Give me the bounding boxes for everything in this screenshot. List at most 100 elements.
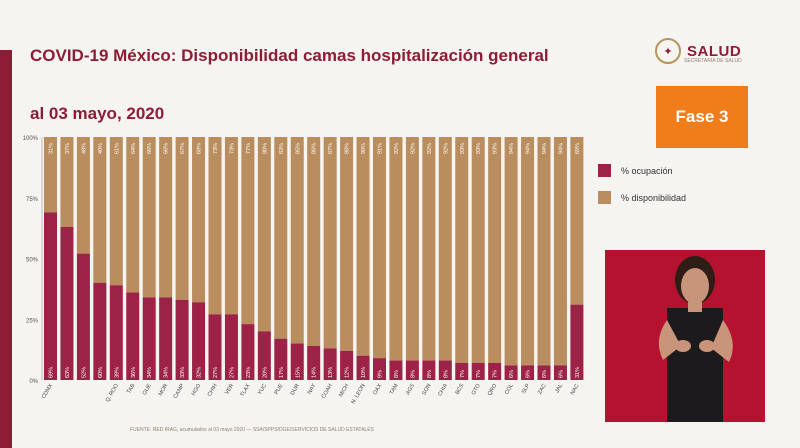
y-tick-label: 50% (26, 258, 39, 264)
bar-disponibilidad (60, 137, 74, 227)
data-label-ocupacion: 6% (526, 370, 532, 378)
bar-ocupacion (274, 338, 288, 380)
data-label-ocupacion: 32% (197, 367, 203, 378)
x-tick-label: GUE (142, 383, 153, 397)
data-label-disponibilidad: 94% (542, 143, 548, 154)
bar-disponibilidad (159, 137, 173, 298)
page-date: al 03 mayo, 2020 (30, 104, 165, 123)
x-tick-label: NAC (570, 383, 581, 396)
data-label-disponibilidad: 73% (229, 143, 235, 154)
data-label-ocupacion: 10% (361, 367, 367, 378)
x-tick-label: COL (504, 383, 515, 396)
chart-legend: % ocupación % disponibilidad (598, 164, 686, 218)
bar-disponibilidad (537, 137, 551, 366)
y-tick-label: 0% (29, 379, 38, 385)
logo-text: SALUD (687, 42, 742, 60)
bar-ocupacion (208, 314, 222, 380)
data-label-ocupacion: 7% (460, 370, 466, 378)
data-label-ocupacion: 8% (443, 370, 449, 378)
bar-ocupacion (373, 358, 386, 380)
bar-disponibilidad (307, 137, 321, 346)
x-tick-label: ZAC (537, 383, 548, 396)
bar-disponibilidad (389, 137, 403, 361)
bar-disponibilidad (488, 137, 502, 363)
legend-swatch-ocupacion (598, 164, 611, 177)
bar-ocupacion (44, 212, 57, 380)
bar-disponibilidad (422, 137, 436, 361)
data-label-ocupacion: 6% (558, 370, 564, 378)
bar-disponibilidad (521, 137, 535, 366)
bar-ocupacion (340, 350, 354, 380)
bar-disponibilidad (274, 137, 288, 339)
bar-disponibilidad (356, 137, 370, 356)
data-label-ocupacion: 33% (180, 367, 186, 378)
x-tick-label: OAX (372, 383, 383, 396)
data-label-ocupacion: 13% (328, 367, 334, 378)
bar-ocupacion (93, 282, 107, 380)
bar-disponibilidad (438, 137, 452, 361)
data-label-disponibilidad: 40% (98, 143, 104, 154)
legend-label-ocupacion: % ocupación (621, 165, 673, 176)
legend-label-disponibilidad: % disponibilidad (621, 192, 687, 203)
bar-ocupacion (537, 365, 551, 380)
data-label-disponibilidad: 69% (575, 143, 581, 154)
data-label-ocupacion: 14% (312, 367, 318, 378)
data-label-disponibilidad: 90% (361, 143, 367, 154)
bar-disponibilidad (175, 137, 189, 300)
data-label-ocupacion: 20% (262, 367, 268, 378)
data-label-disponibilidad: 31% (49, 143, 55, 154)
x-tick-label: BCS (455, 383, 466, 396)
bar-disponibilidad (471, 137, 485, 363)
data-label-ocupacion: 34% (164, 367, 170, 378)
data-label-disponibilidad: 77% (246, 143, 252, 154)
bar-disponibilidad (455, 137, 469, 363)
data-label-ocupacion: 8% (394, 370, 400, 378)
bar-ocupacion (504, 365, 518, 380)
bed-availability-chart: 0% 25% 50% 75% 100% 31% 69% CDMX 37% 63% 48% 52% 40%… (23, 136, 584, 405)
data-label-disponibilidad: 80% (262, 143, 268, 154)
x-tick-label: MICH (338, 383, 350, 398)
data-label-ocupacion: 6% (542, 370, 548, 378)
phase-badge: Fase 3 (656, 86, 748, 148)
x-tick-label: YUC (257, 383, 268, 396)
data-label-disponibilidad: 93% (460, 143, 466, 154)
x-tick-label: SON (421, 383, 432, 396)
bar-ocupacion (109, 285, 123, 380)
x-tick-label: TAM (389, 383, 400, 396)
data-label-ocupacion: 36% (131, 367, 137, 378)
data-label-disponibilidad: 92% (394, 143, 400, 154)
bar-disponibilidad (257, 137, 271, 332)
x-tick-label: HGO (191, 382, 203, 396)
data-label-disponibilidad: 93% (493, 143, 499, 154)
bar-disponibilidad (142, 137, 156, 298)
source-note: FUENTE: RED IRAG, acumulados al 03 mayo … (130, 427, 374, 433)
data-label-ocupacion: 15% (295, 367, 301, 378)
x-tick-label: CDMX (41, 383, 54, 400)
data-label-disponibilidad: 88% (345, 143, 351, 154)
x-tick-label: TLAX (240, 383, 252, 398)
x-tick-label: SLP (521, 383, 532, 395)
data-label-ocupacion: 69% (49, 367, 55, 378)
bar-disponibilidad (93, 137, 107, 283)
bar-ocupacion (257, 331, 271, 380)
x-tick-label: TAB (126, 383, 137, 395)
bar-ocupacion (471, 362, 485, 380)
data-label-disponibilidad: 73% (213, 143, 219, 154)
x-tick-label: Q. ROO (105, 382, 120, 403)
bar-ocupacion (159, 297, 173, 380)
bar-ocupacion (438, 360, 452, 380)
data-label-ocupacion: 39% (114, 367, 120, 378)
x-tick-label: PUE (274, 383, 285, 396)
data-label-ocupacion: 27% (229, 367, 235, 378)
data-label-disponibilidad: 48% (81, 143, 87, 154)
data-label-disponibilidad: 37% (65, 143, 71, 154)
data-label-disponibilidad: 94% (558, 143, 564, 154)
bar-ocupacion (241, 324, 255, 380)
bar-ocupacion (389, 360, 403, 380)
data-label-ocupacion: 6% (509, 370, 515, 378)
sign-language-interpreter-video (605, 250, 765, 422)
bar-ocupacion (405, 360, 419, 380)
legend-item-disponibilidad: % disponibilidad (598, 191, 686, 204)
data-label-ocupacion: 34% (147, 367, 153, 378)
bar-ocupacion (422, 360, 436, 380)
